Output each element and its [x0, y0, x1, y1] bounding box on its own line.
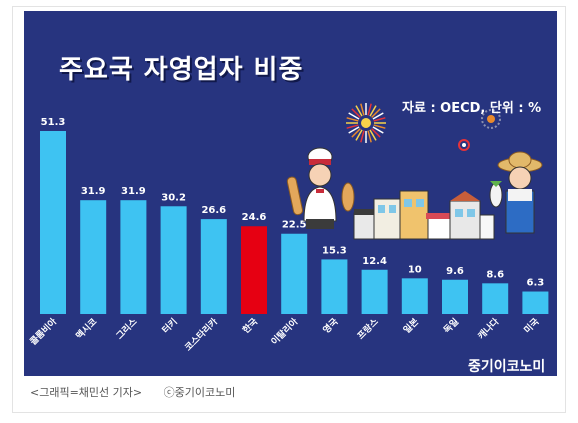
value-label-1: 31.9: [81, 186, 106, 197]
bar-7: [321, 259, 348, 314]
town-buildings-icon: [353, 190, 495, 240]
value-label-8: 12.4: [362, 256, 387, 267]
firework-icon: [346, 103, 386, 143]
value-label-6: 22.5: [282, 220, 307, 231]
bar-8: [361, 269, 388, 314]
bar-3: [160, 206, 187, 314]
figure-caption: <그래픽=채민선 기자> ⓒ중기이코노미: [30, 384, 253, 400]
bar-1: [80, 200, 107, 314]
value-label-0: 51.3: [41, 117, 66, 128]
value-label-11: 8.6: [486, 269, 504, 280]
farmer-character-icon: [489, 151, 543, 234]
value-label-2: 31.9: [121, 186, 146, 197]
caption-copyright: ⓒ중기이코노미: [163, 386, 236, 399]
bar-5: [241, 226, 267, 314]
value-label-10: 9.6: [446, 266, 464, 277]
value-label-5: 24.6: [242, 212, 267, 223]
illustration: [286, 103, 543, 240]
bar-0: [40, 131, 66, 314]
value-label-4: 26.6: [201, 205, 226, 216]
bar-9: [401, 278, 428, 314]
bar-10: [442, 279, 468, 314]
bar-2: [120, 200, 147, 314]
value-label-7: 15.3: [322, 245, 347, 256]
bar-chart: 51.3콜롬비아31.9멕시코31.9그리스30.2터키26.6코스타리카24.…: [27, 117, 549, 353]
chart-title: 주요국 자영업자 비중: [59, 55, 304, 85]
value-label-3: 30.2: [161, 192, 186, 203]
bar-6: [281, 233, 308, 314]
chart-panel: 51.3 콜롬비아 31.9 멕시코 31.9 그리스 30.2 터키 26.6 코스타리카 24.…: [24, 11, 557, 376]
brand-logo-text: 중기이코노미: [468, 359, 546, 375]
chef-character-icon: [286, 147, 355, 229]
bar-11: [482, 283, 509, 314]
firework-icon: [458, 139, 470, 151]
firework-icon: [481, 109, 501, 129]
value-label-12: 6.3: [527, 278, 545, 289]
caption-credit: <그래픽=채민선 기자>: [30, 386, 143, 399]
bar-12: [522, 291, 549, 314]
value-label-9: 10: [408, 264, 422, 275]
bar-4: [200, 219, 227, 314]
chart-source: 자료 : OECD, 단위 : %: [402, 101, 542, 116]
